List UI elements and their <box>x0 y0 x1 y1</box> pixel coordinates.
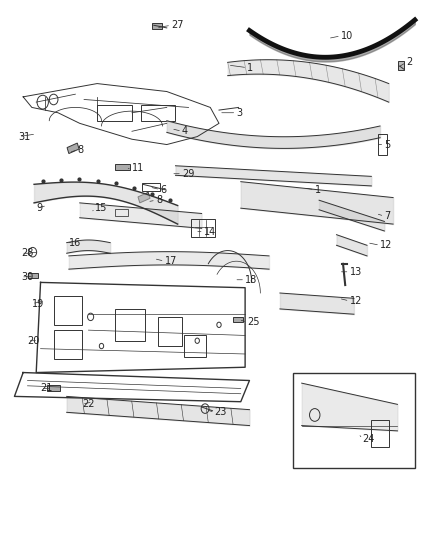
Text: 12: 12 <box>380 240 392 251</box>
Bar <box>184 335 206 357</box>
Bar <box>141 183 160 191</box>
Text: 4: 4 <box>182 126 188 136</box>
Text: 1: 1 <box>315 184 321 195</box>
Text: 16: 16 <box>69 238 81 248</box>
Text: 27: 27 <box>171 20 184 30</box>
Bar <box>398 61 403 70</box>
Bar <box>141 105 176 120</box>
Bar <box>53 330 82 359</box>
Text: 6: 6 <box>160 184 166 195</box>
Text: 28: 28 <box>21 248 33 259</box>
Text: 19: 19 <box>32 298 44 309</box>
Text: 12: 12 <box>350 296 362 306</box>
Text: 24: 24 <box>363 434 375 444</box>
Polygon shape <box>67 143 79 154</box>
Text: 2: 2 <box>406 58 413 67</box>
Bar <box>47 385 60 391</box>
Text: 20: 20 <box>28 336 40 346</box>
Text: 7: 7 <box>385 211 391 221</box>
Bar <box>115 309 145 341</box>
Text: 29: 29 <box>182 169 194 179</box>
Text: 23: 23 <box>215 407 227 417</box>
Bar <box>371 420 389 447</box>
Text: 14: 14 <box>204 227 216 237</box>
Text: 10: 10 <box>341 31 353 41</box>
Text: 22: 22 <box>82 399 95 409</box>
Bar <box>191 219 215 237</box>
Text: 3: 3 <box>237 108 243 118</box>
Polygon shape <box>138 192 150 203</box>
Bar <box>115 209 127 216</box>
Bar <box>233 317 243 322</box>
Bar <box>378 134 387 155</box>
Bar <box>53 296 82 325</box>
Text: 5: 5 <box>385 140 391 150</box>
Text: 21: 21 <box>41 383 53 393</box>
Text: 18: 18 <box>245 274 258 285</box>
Text: 17: 17 <box>165 256 177 266</box>
Text: 31: 31 <box>19 132 31 142</box>
Text: 11: 11 <box>132 164 144 173</box>
Bar <box>115 164 130 170</box>
Bar <box>293 373 415 468</box>
Bar <box>97 105 132 120</box>
Text: 13: 13 <box>350 267 362 277</box>
Text: 30: 30 <box>21 272 33 282</box>
Text: 15: 15 <box>95 203 107 213</box>
Text: 8: 8 <box>78 145 84 155</box>
Bar <box>28 273 38 278</box>
Text: 8: 8 <box>156 195 162 205</box>
Text: 25: 25 <box>247 317 260 327</box>
Text: 1: 1 <box>247 63 254 72</box>
Text: 9: 9 <box>36 203 42 213</box>
Bar <box>152 23 162 29</box>
Bar <box>158 317 182 346</box>
